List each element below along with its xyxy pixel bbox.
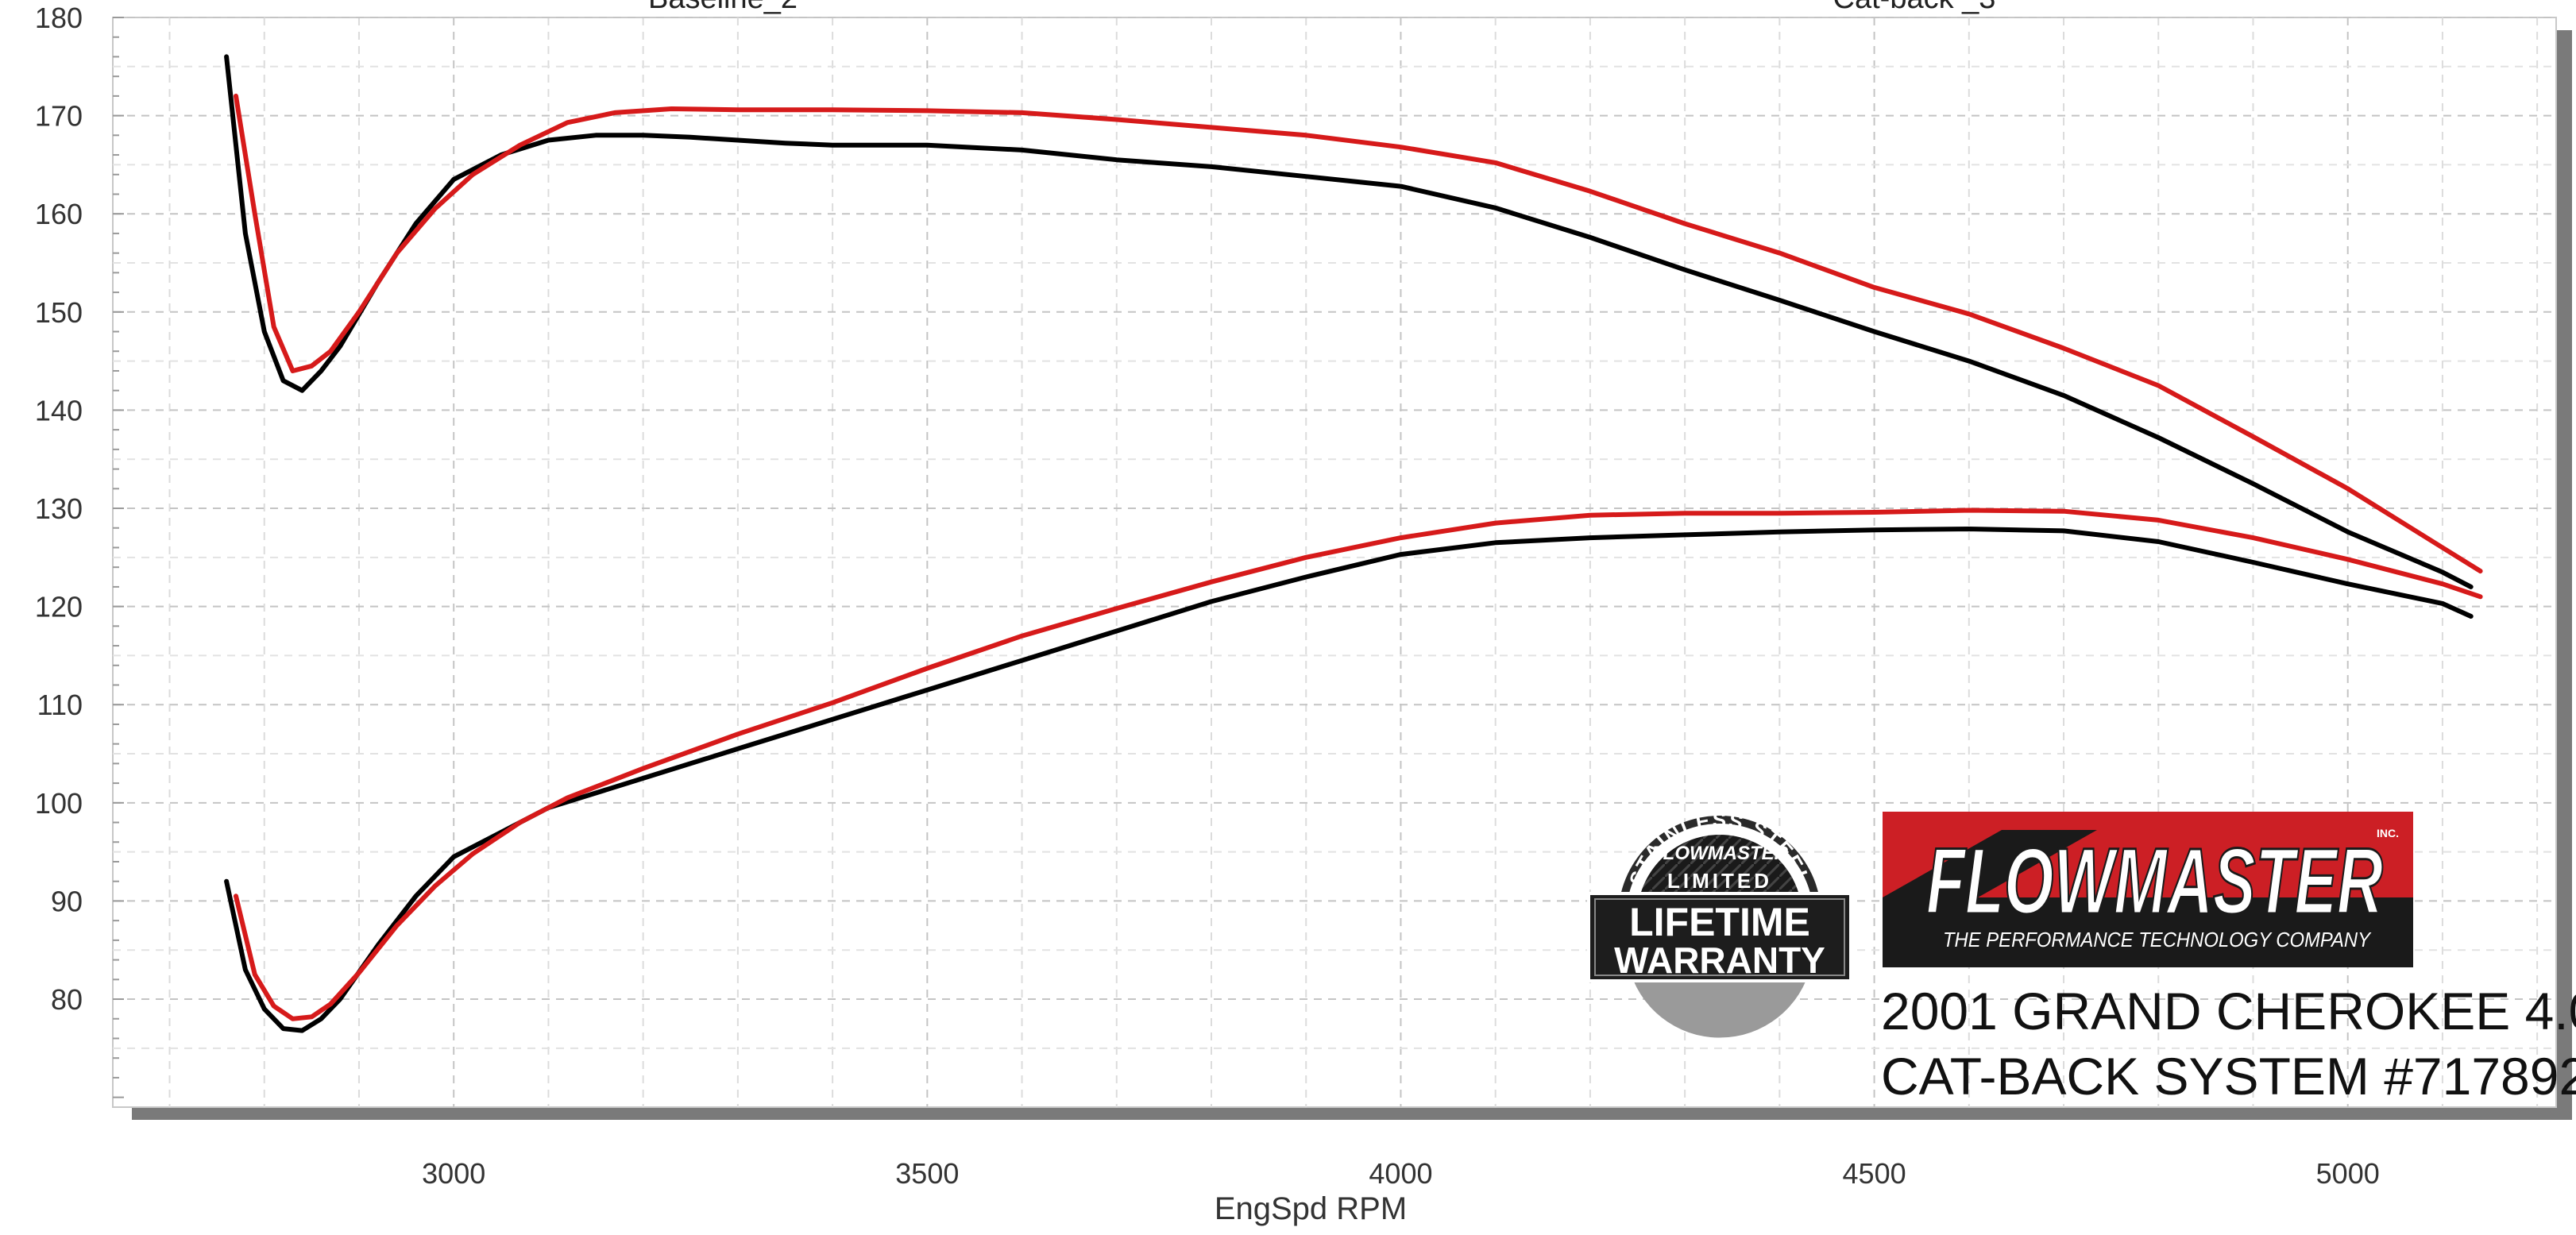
y-tick-label: 160: [35, 198, 83, 230]
x-tick-label: 3000: [422, 1157, 485, 1190]
x-axis-title: EngSpd RPM: [1215, 1191, 1407, 1226]
x-axis: 3000 3500 4000 4500 5000: [422, 1157, 2380, 1190]
series-baseline-curve-upper: [224, 54, 2474, 589]
curves: [224, 54, 2483, 1033]
badge-band-border: [1594, 898, 1845, 976]
caption-line1: 2001 GRAND CHEROKEE 4.0L: [1881, 982, 2576, 1040]
badge-brand: FLOWMASTER: [1651, 843, 1789, 864]
x-tick-label: 3500: [895, 1157, 959, 1190]
logo-wordmark: FLOWMASTER: [1926, 829, 2383, 934]
series-cat-back-curve-upper: [234, 93, 2483, 574]
y-tick-label: 100: [35, 787, 83, 820]
y-axis: 80 90 100 110 120 130 140 150 160 170 180: [35, 2, 124, 1098]
y-tick-label: 120: [35, 591, 83, 623]
badge-band: [1587, 892, 1852, 982]
series-baseline-curve-lower: [224, 527, 2474, 1033]
y-tick-label: 170: [35, 100, 83, 133]
caption-line2: CAT-BACK SYSTEM #717892: [1881, 1047, 2576, 1106]
y-tick-label: 110: [37, 689, 83, 721]
legend-baseline: Baseline_2: [648, 0, 798, 15]
logo-tagline: THE PERFORMANCE TECHNOLOGY COMPANY: [1943, 928, 2372, 951]
flowmaster-logo: FLOWMASTER INC. THE PERFORMANCE TECHNOLO…: [1883, 812, 2413, 967]
logo-black-block: [1883, 897, 2413, 967]
y-tick-label: 140: [35, 394, 83, 426]
badge-line1: LIFETIME: [1629, 900, 1810, 944]
x-tick-label: 4500: [1843, 1157, 1906, 1190]
y-tick-label: 180: [35, 2, 83, 34]
x-tick-label: 5000: [2316, 1157, 2380, 1190]
y-tick-label: 90: [51, 885, 83, 917]
x-tick-label: 4000: [1369, 1157, 1432, 1190]
grid-lines: [113, 17, 2556, 1107]
y-tick-label: 130: [35, 492, 83, 525]
logo-inc: INC.: [2377, 827, 2399, 839]
legend-cat-back: Cat-back _3: [1833, 0, 1996, 15]
warranty-badge: STAINLESS STEEL FLOWMASTER LIMITED LIFET…: [1587, 808, 1852, 1038]
logo-swoosh: [1883, 830, 2097, 897]
y-tick-label: 150: [35, 296, 83, 329]
y-tick-label: 80: [51, 983, 83, 1016]
series-cat-back-curve-lower: [234, 508, 2483, 1021]
badge-line2: WARRANTY: [1614, 940, 1825, 981]
badge-limited: LIMITED: [1667, 869, 1772, 893]
badge-bottom-arc: [1628, 965, 1811, 1038]
